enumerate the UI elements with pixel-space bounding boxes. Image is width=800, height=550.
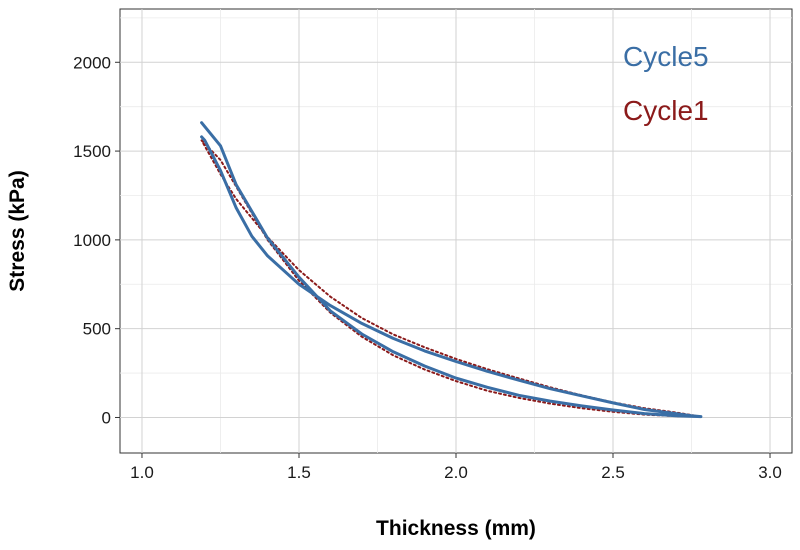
y-tick-label: 0 bbox=[102, 408, 111, 427]
x-axis-title: Thickness (mm) bbox=[376, 517, 536, 540]
y-axis-ticks: 0 500 1000 1500 2000 bbox=[73, 53, 120, 427]
x-tick-label: 2.0 bbox=[444, 463, 468, 482]
series-line-cycle1 bbox=[200, 139, 702, 418]
y-tick-label: 1000 bbox=[73, 231, 111, 250]
x-tick-label: 1.0 bbox=[130, 463, 154, 482]
y-tick-label: 1500 bbox=[73, 142, 111, 161]
series-line-cycle5 bbox=[200, 121, 703, 419]
series-lines bbox=[200, 121, 703, 419]
x-axis-ticks: 1.0 1.5 2.0 2.5 3.0 bbox=[130, 453, 782, 482]
y-tick-label: 500 bbox=[83, 320, 111, 339]
y-tick-label: 2000 bbox=[73, 53, 111, 72]
x-tick-label: 3.0 bbox=[758, 463, 782, 482]
gridlines bbox=[120, 9, 792, 453]
x-tick-label: 1.5 bbox=[287, 463, 311, 482]
y-axis-title: Stress (kPa) bbox=[6, 170, 29, 291]
legend-cycle1: Cycle1 bbox=[623, 95, 709, 126]
legend-cycle5: Cycle5 bbox=[623, 41, 709, 72]
x-tick-label: 2.5 bbox=[601, 463, 625, 482]
